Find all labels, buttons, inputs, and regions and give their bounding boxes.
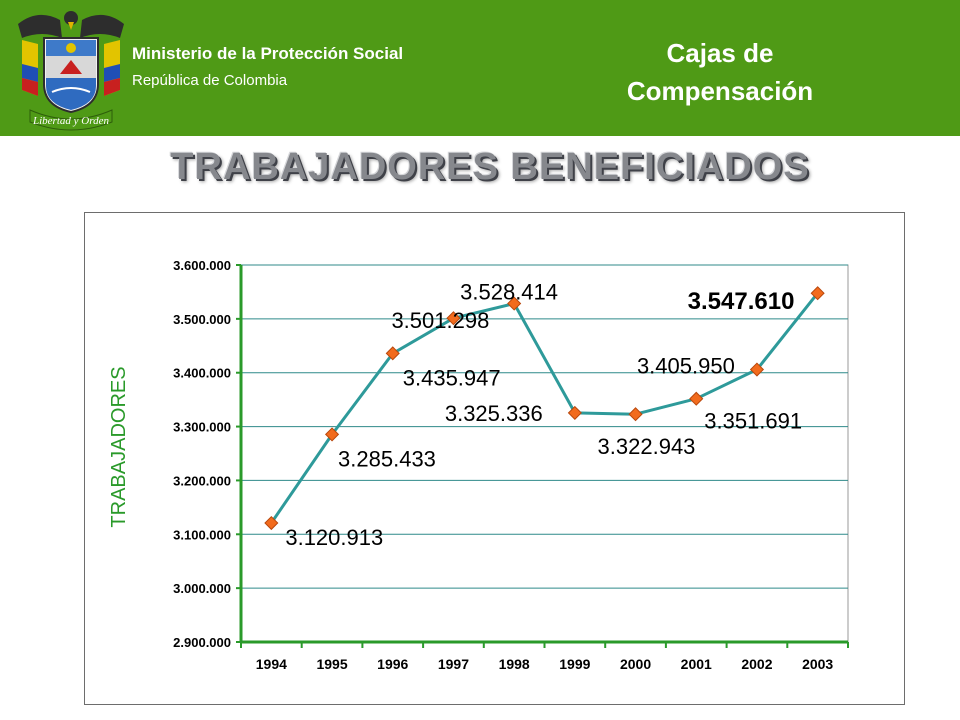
grid-lines [240, 264, 849, 643]
section-title: Cajas de Compensación [600, 34, 840, 110]
data-label: 3.285.433 [338, 446, 436, 471]
data-marker [264, 515, 279, 531]
y-tick-label: 3.100.000 [173, 527, 231, 542]
y-tick-label: 3.300.000 [173, 420, 231, 435]
data-marker [749, 362, 765, 377]
section-title-line2: Compensación [626, 76, 814, 106]
data-label: 3.325.336 [445, 401, 543, 426]
data-label: 3.322.943 [598, 434, 696, 459]
x-tick-label: 2000 [620, 656, 651, 672]
data-label: 3.435.947 [403, 365, 501, 390]
series-line [270, 292, 819, 524]
x-tick-label: 1998 [499, 656, 530, 672]
data-marker [324, 427, 340, 442]
x-tick-label: 1996 [377, 656, 408, 672]
header-banner: Libertad y Orden Ministerio de la Protec… [0, 0, 960, 136]
x-tick-label: 2002 [741, 656, 772, 672]
crest-motto: Libertad y Orden [32, 115, 109, 127]
colombia-coat-of-arms-icon: Libertad y Orden [18, 11, 124, 131]
x-tick-label: 1999 [559, 656, 590, 672]
page-title: TRABAJADORES BENEFICIADOS [170, 146, 810, 188]
data-marker [507, 296, 522, 311]
line-chart: 2.900.000 3.000.000 3.100.000 3.200.000 3.30… [108, 258, 849, 672]
chart-frame: 2.900.000 3.000.000 3.100.000 3.200.000 3.30… [84, 212, 905, 705]
data-label: 3.501.298 [391, 308, 489, 333]
data-label: 3.547.610 [688, 288, 795, 315]
data-labels: 3.120.913 3.285.433 3.435.947 3.501.298 3.52… [285, 280, 802, 550]
data-marker [446, 311, 461, 326]
y-tick-label: 3.000.000 [173, 581, 231, 596]
x-tick-labels: 1994 1995 1996 1997 1998 1999 2000 2001 2002 2003 [256, 656, 834, 672]
y-axis-label: TRABAJADORES [108, 366, 130, 527]
data-marker [567, 405, 582, 420]
y-tick-label: 3.500.000 [173, 312, 231, 327]
x-tick-label: 1997 [438, 656, 469, 672]
data-marker [628, 407, 643, 422]
y-tick-label: 3.200.000 [173, 473, 231, 488]
data-label: 3.120.913 [285, 525, 383, 550]
y-tick-label: 3.400.000 [173, 366, 231, 381]
ministry-name: Ministerio de la Protección Social [132, 44, 404, 63]
data-marker [810, 286, 825, 301]
x-tick-label: 1994 [256, 656, 287, 672]
data-label: 3.405.950 [637, 354, 735, 379]
y-tick-label: 3.600.000 [173, 258, 231, 273]
y-tick-label: 2.900.000 [173, 635, 231, 650]
section-title-line1: Cajas de [666, 38, 774, 68]
data-label: 3.351.691 [704, 409, 802, 434]
plot-area [240, 264, 849, 643]
republic-name: República de Colombia [132, 72, 288, 89]
series-polyline [270, 292, 819, 524]
x-tick-label: 2003 [802, 656, 833, 672]
data-marker [385, 346, 400, 361]
x-tick-label: 1995 [316, 656, 347, 672]
data-marker [689, 391, 704, 406]
data-label: 3.528.414 [460, 280, 558, 305]
x-tick-label: 2001 [681, 656, 712, 672]
axes [236, 264, 849, 648]
data-markers [264, 286, 825, 531]
y-tick-labels: 2.900.000 3.000.000 3.100.000 3.200.000 3.30… [173, 258, 231, 650]
